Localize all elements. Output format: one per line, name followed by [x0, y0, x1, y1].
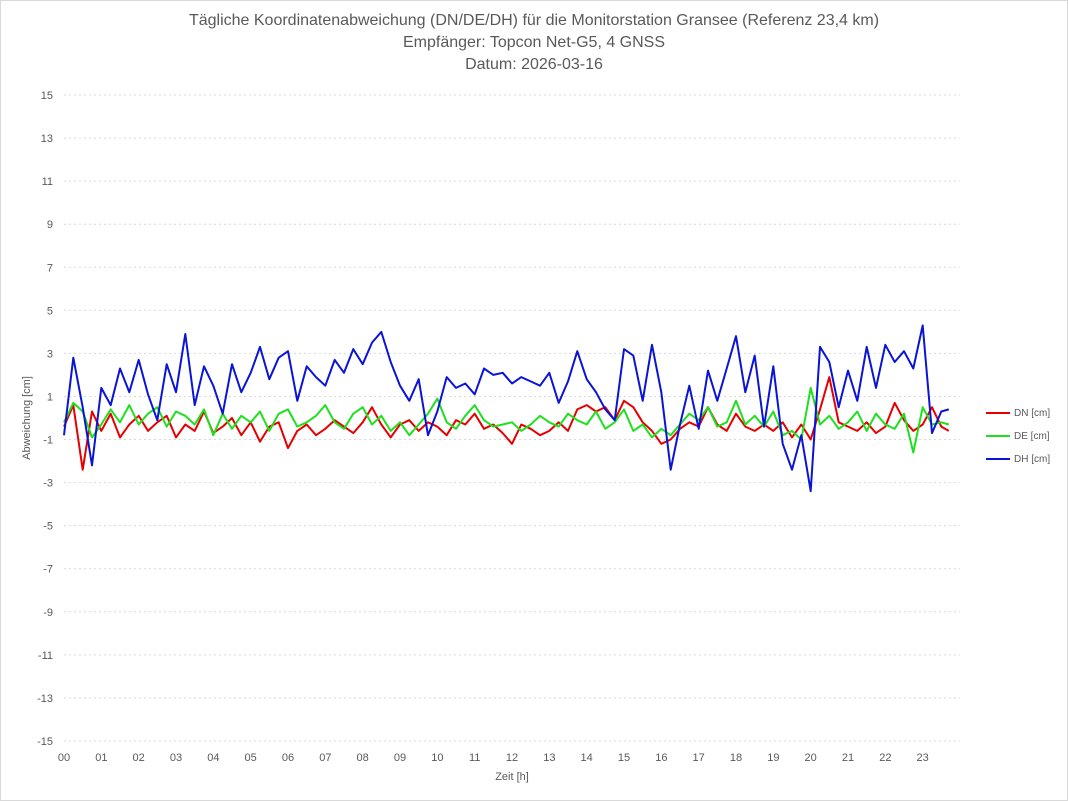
x-tick-label: 08	[357, 752, 369, 764]
y-tick-label: -5	[43, 521, 53, 533]
x-tick-label: 04	[207, 752, 219, 764]
legend-swatch-dh	[986, 458, 1010, 461]
series-layer	[63, 324, 950, 493]
x-tick-label: 22	[879, 752, 891, 764]
x-tick-label: 21	[842, 752, 854, 764]
y-tick-label: -1	[43, 435, 53, 447]
x-tick-label: 17	[693, 752, 705, 764]
x-tick-label: 19	[767, 752, 779, 764]
x-tick-label: 14	[581, 752, 593, 764]
series-line-de	[63, 386, 950, 454]
x-axis-label: Zeit [h]	[495, 771, 529, 783]
y-tick-label: 15	[41, 90, 53, 102]
y-tick-label: 3	[47, 348, 53, 360]
series-line-dh	[63, 324, 950, 493]
y-axis-ticks: 15 13 11 9 7 5 3 1 -1 -3 -5 -7 -9 -11 -13 -15	[37, 90, 53, 748]
y-axis-label: Abweichung [cm]	[21, 376, 33, 460]
y-tick-label: -11	[38, 650, 53, 662]
x-tick-label: 09	[394, 752, 406, 764]
y-tick-label: -9	[43, 607, 53, 619]
legend-item-dh: DH [cm]	[986, 454, 1050, 468]
x-tick-label: 06	[282, 752, 294, 764]
x-tick-label: 20	[805, 752, 817, 764]
chart-title-block: Tägliche Koordinatenabweichung (DN/DE/DH…	[0, 10, 1068, 76]
x-axis-ticks: 00 01 02 03 04 05 06 07 08 09 10 11 12 13 14 15 16 17 18 19…	[58, 752, 929, 764]
legend-swatch-de	[986, 435, 1010, 438]
x-tick-label: 23	[917, 752, 929, 764]
y-tick-label: 11	[42, 176, 53, 188]
legend-item-de: DE [cm]	[986, 431, 1050, 445]
legend-label-de: DE [cm]	[1014, 431, 1050, 442]
x-tick-label: 07	[319, 752, 331, 764]
x-tick-label: 11	[469, 752, 480, 764]
x-tick-label: 13	[543, 752, 555, 764]
x-tick-label: 00	[58, 752, 70, 764]
y-tick-label: 9	[47, 219, 53, 231]
x-tick-label: 16	[655, 752, 667, 764]
x-tick-label: 01	[95, 752, 107, 764]
legend-item-dn: DN [cm]	[986, 408, 1050, 422]
x-tick-label: 02	[133, 752, 145, 764]
x-tick-label: 12	[506, 752, 518, 764]
y-tick-label: -13	[37, 693, 53, 705]
legend-swatch-dn	[986, 412, 1010, 415]
chart-date: Datum: 2026-03-16	[465, 56, 603, 73]
x-tick-label: 05	[245, 752, 257, 764]
y-tick-label: 1	[47, 391, 53, 403]
chart-subtitle: Empfänger: Topcon Net-G5, 4 GNSS	[402, 34, 666, 51]
y-tick-label: 7	[47, 262, 53, 274]
y-tick-label: -3	[43, 478, 53, 490]
chart-title: Tägliche Koordinatenabweichung (DN/DE/DH…	[188, 12, 880, 29]
x-tick-label: 03	[170, 752, 182, 764]
y-tick-label: -15	[37, 736, 53, 748]
y-tick-label: 5	[47, 305, 53, 317]
x-tick-label: 15	[618, 752, 630, 764]
y-tick-label: -7	[43, 564, 53, 576]
y-tick-label: 13	[41, 133, 53, 145]
x-tick-label: 10	[431, 752, 443, 764]
legend-label-dh: DH [cm]	[1014, 454, 1051, 465]
legend-label-dn: DN [cm]	[1014, 408, 1051, 419]
x-tick-label: 18	[730, 752, 742, 764]
